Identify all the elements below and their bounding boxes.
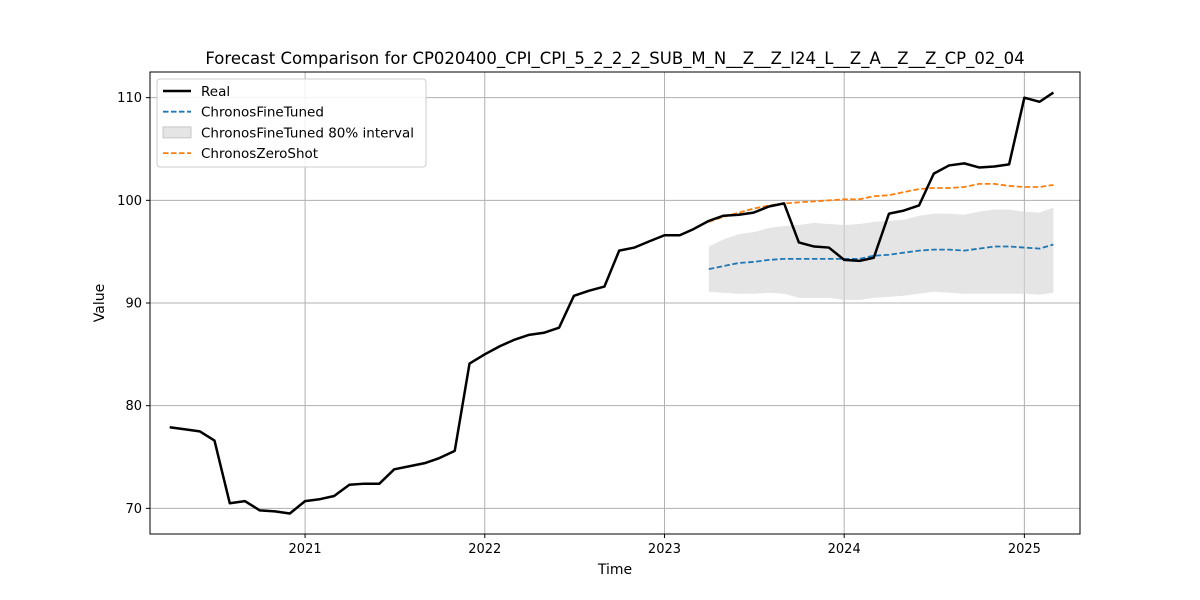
x-tick-label: 2025: [1008, 542, 1041, 557]
x-axis-label: Time: [597, 562, 632, 578]
legend-box: [156, 78, 427, 168]
y-tick-label: 70: [125, 502, 142, 517]
legend-label: Real: [201, 84, 230, 100]
grid-lines: [150, 72, 1080, 534]
y-tick-label: 100: [117, 194, 142, 209]
series-line-chronosfinetuned: [708, 243, 1054, 271]
y-tick-label: 90: [125, 297, 142, 312]
chart-title: Forecast Comparison for CP020400_CPI_CPI…: [205, 49, 1024, 69]
series-line-chronoszeroshot: [708, 183, 1054, 223]
legend-label: ChronosFineTuned: [201, 105, 324, 121]
y-tick-label: 80: [125, 399, 142, 414]
y-tick-label: 110: [117, 91, 142, 106]
interval-band: [708, 207, 1054, 300]
x-tick-label: 2021: [289, 542, 322, 557]
y-axis-label: Value: [92, 284, 108, 322]
x-tick-label: 2023: [648, 542, 681, 557]
legend: Real ChronosFineTuned ChronosFineTuned 80%…: [156, 78, 427, 168]
legend-label: ChronosFineTuned 80% interval: [201, 125, 414, 141]
x-tick-label: 2024: [828, 542, 861, 557]
series-line-real: [169, 91, 1055, 515]
interval-band-layer: [708, 207, 1054, 300]
legend-label: ChronosZeroShot: [201, 146, 318, 162]
x-tick-label: 2022: [468, 542, 501, 557]
legend-swatch: [162, 126, 192, 139]
axis-ticks: 2021 2022 2023 2024 2025 70 80 90 100 110: [117, 91, 1041, 557]
series-layer: [169, 91, 1055, 515]
